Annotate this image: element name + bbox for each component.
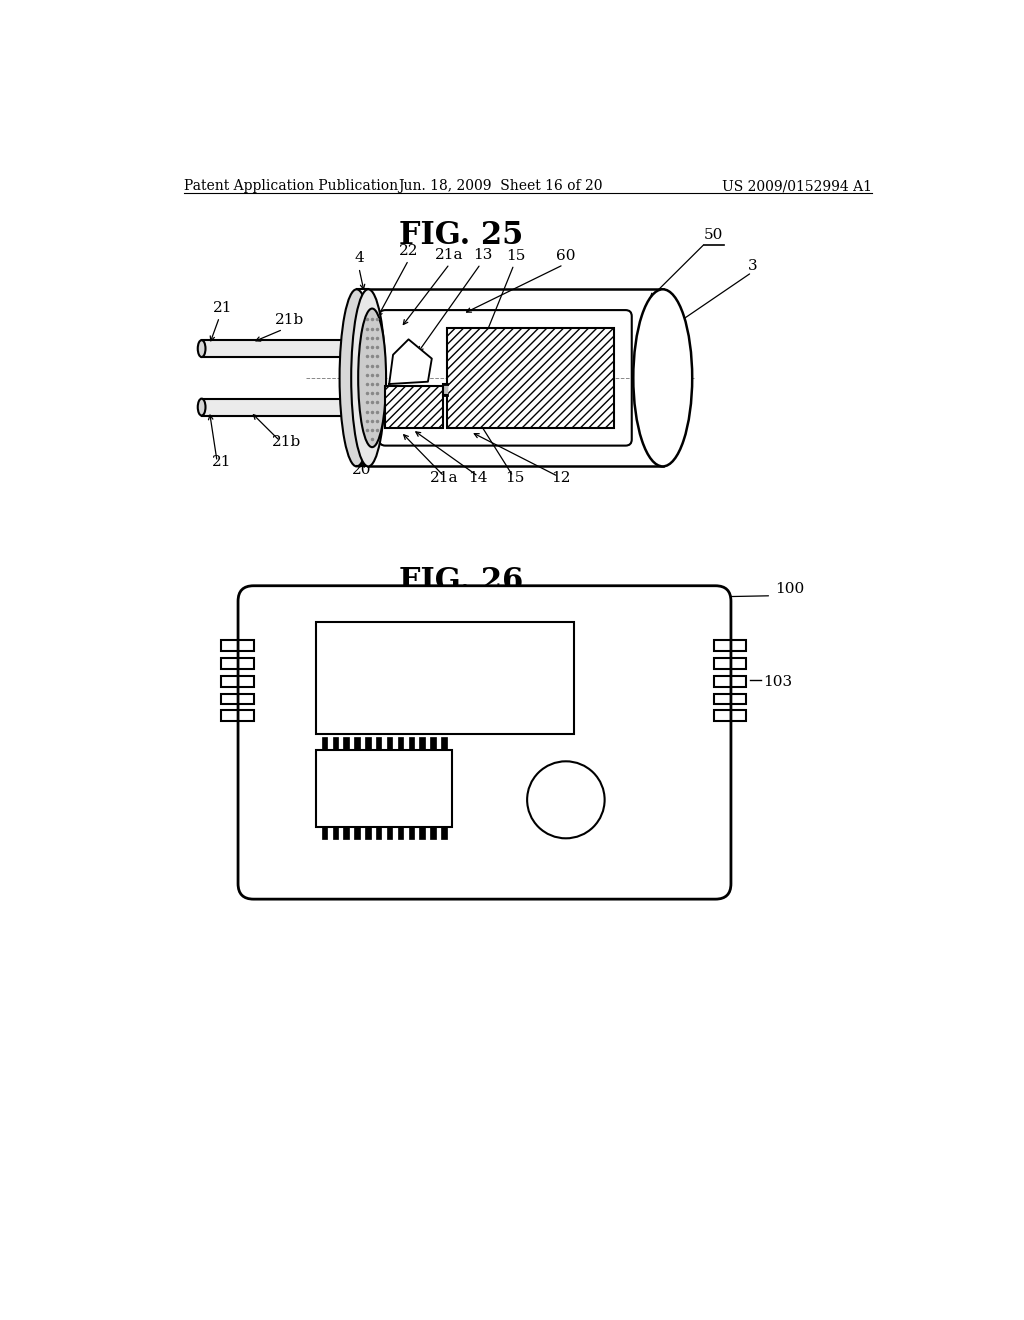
Bar [409, 738, 414, 750]
Ellipse shape [358, 309, 386, 447]
Bar [409, 826, 414, 840]
Text: Jun. 18, 2009  Sheet 16 of 20: Jun. 18, 2009 Sheet 16 of 20 [397, 180, 602, 193]
Text: 14: 14 [469, 471, 488, 484]
Text: 13: 13 [473, 248, 493, 261]
Circle shape [527, 762, 604, 838]
Bar [441, 826, 446, 840]
Text: 3: 3 [748, 259, 758, 273]
Text: FIG. 25: FIG. 25 [399, 220, 523, 251]
Bar [714, 640, 746, 651]
Text: 50: 50 [703, 228, 723, 243]
Text: 15: 15 [506, 249, 525, 263]
Text: 20: 20 [352, 463, 372, 477]
Bar [714, 676, 746, 686]
Text: 22: 22 [398, 244, 418, 257]
Ellipse shape [340, 289, 374, 466]
Bar [376, 738, 381, 750]
Bar [322, 738, 328, 750]
Text: 15: 15 [505, 471, 524, 484]
Text: 12: 12 [551, 471, 570, 484]
Text: 4: 4 [354, 251, 364, 265]
Text: 21b: 21b [275, 313, 304, 327]
Bar [316, 622, 573, 734]
Bar [322, 826, 328, 840]
Ellipse shape [633, 289, 692, 466]
Bar [447, 327, 614, 428]
Bar [333, 738, 338, 750]
Bar [221, 659, 254, 669]
Bar [714, 693, 746, 705]
Text: 21b: 21b [272, 434, 301, 449]
Bar [343, 738, 349, 750]
Bar [221, 640, 254, 651]
Bar [221, 693, 254, 705]
Ellipse shape [198, 399, 206, 416]
Text: 21: 21 [212, 455, 231, 470]
Text: US 2009/0152994 A1: US 2009/0152994 A1 [722, 180, 872, 193]
Bar [714, 710, 746, 721]
Bar [221, 676, 254, 686]
Text: 60: 60 [556, 249, 575, 263]
Text: 102: 102 [509, 886, 538, 899]
Text: 100: 100 [775, 582, 805, 597]
Bar [430, 826, 435, 840]
Bar [387, 826, 392, 840]
Text: 21a: 21a [435, 248, 464, 261]
Text: 1: 1 [593, 594, 603, 609]
Bar [316, 750, 452, 826]
Bar [354, 826, 359, 840]
Text: 21: 21 [213, 301, 232, 315]
Bar [333, 826, 338, 840]
Bar [366, 826, 371, 840]
Bar [387, 738, 392, 750]
Bar [343, 826, 349, 840]
Bar [441, 738, 446, 750]
Text: 101: 101 [366, 886, 394, 899]
FancyBboxPatch shape [238, 586, 731, 899]
Bar [354, 738, 359, 750]
Bar [397, 826, 403, 840]
Bar [397, 738, 403, 750]
Text: 103: 103 [764, 675, 793, 689]
Ellipse shape [198, 341, 206, 358]
Bar [221, 710, 254, 721]
Ellipse shape [351, 289, 385, 466]
Bar [430, 738, 435, 750]
Text: 21a: 21a [430, 471, 459, 484]
Bar [385, 385, 443, 428]
Bar [420, 826, 425, 840]
Polygon shape [389, 339, 432, 384]
Bar [366, 738, 371, 750]
Text: FIG. 26: FIG. 26 [399, 566, 523, 598]
Bar [420, 738, 425, 750]
Bar [714, 659, 746, 669]
Text: Patent Application Publication: Patent Application Publication [183, 180, 398, 193]
Bar [376, 826, 381, 840]
